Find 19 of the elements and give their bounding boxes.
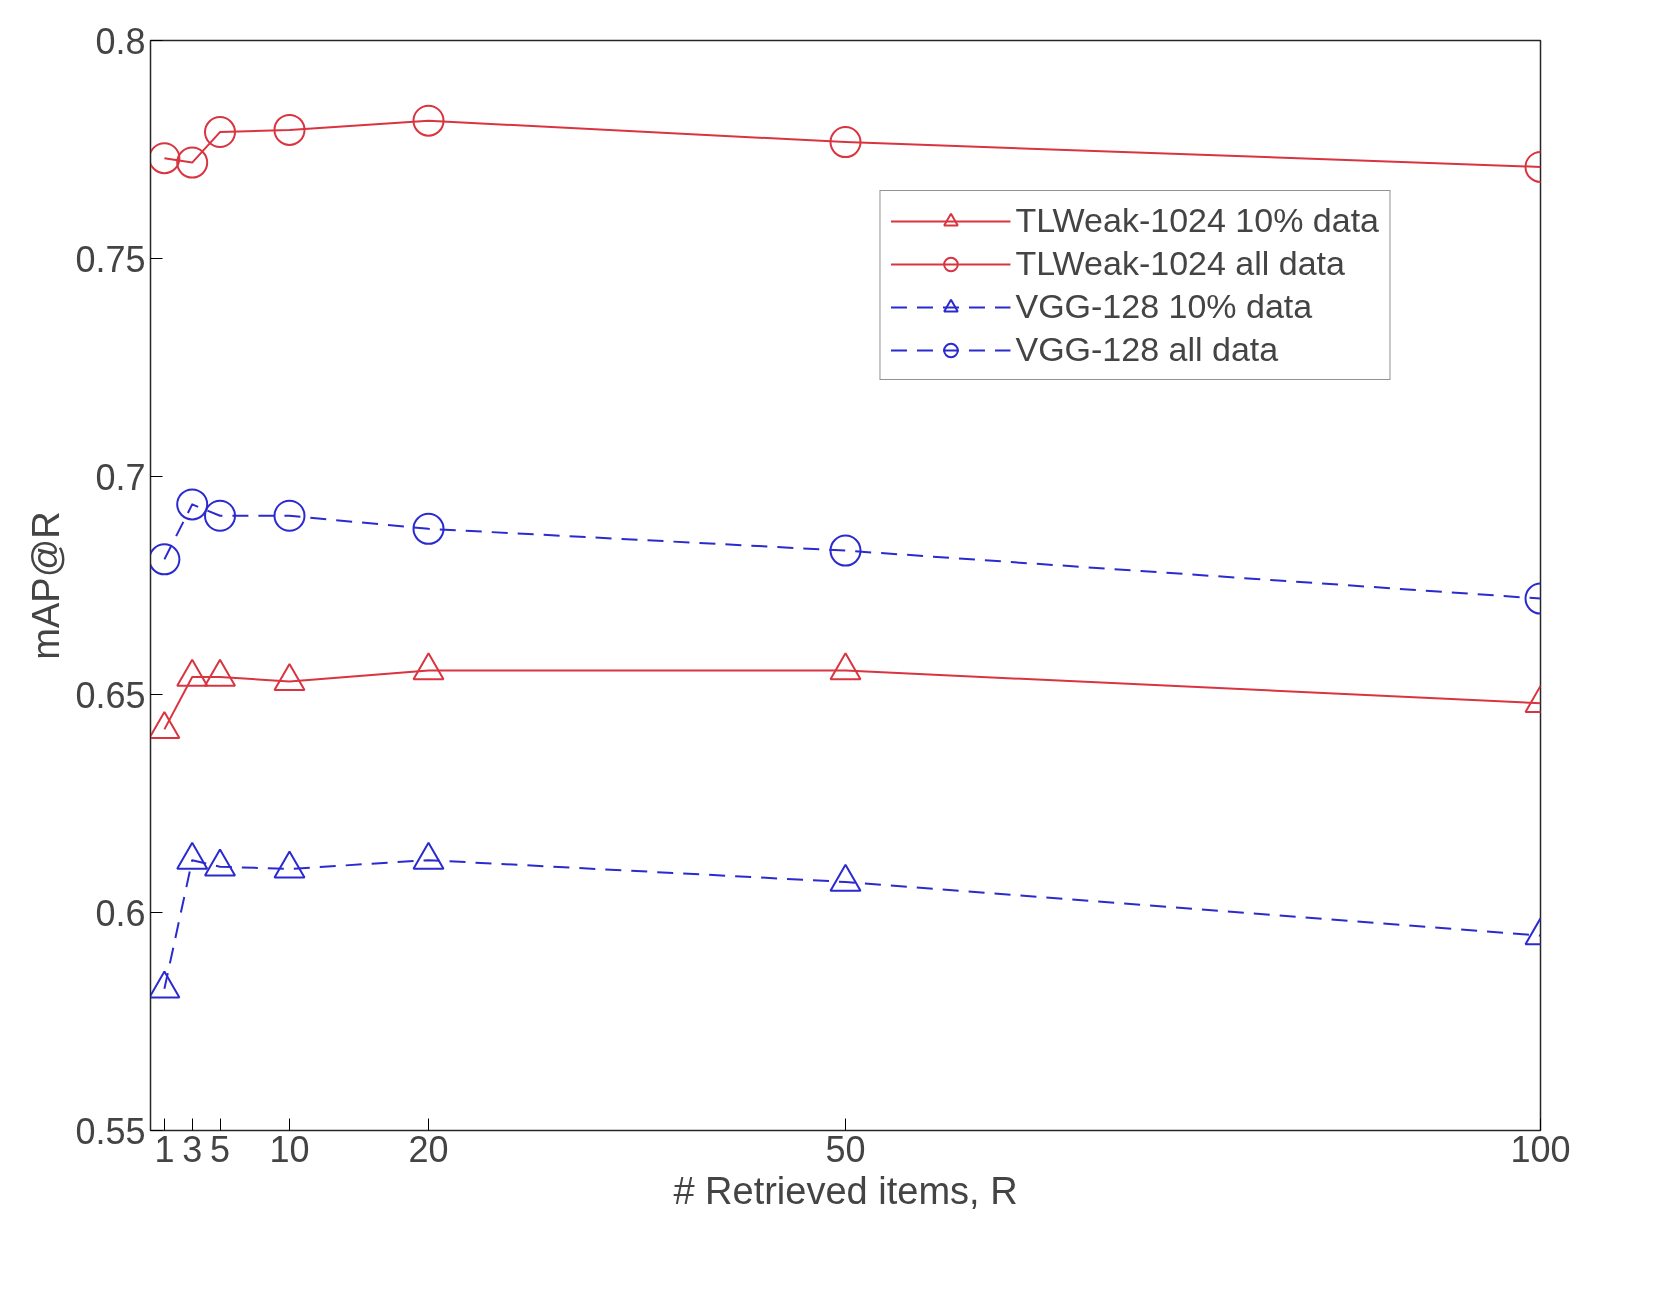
x-axis-title: # Retrieved items, R <box>673 1169 1018 1212</box>
x-tick-label: 10 <box>269 1128 310 1170</box>
y-tick-label: 0.75 <box>75 238 146 280</box>
x-tick-label: 100 <box>1510 1128 1571 1170</box>
y-tick-label: 0.65 <box>75 674 146 716</box>
legend-label: VGG-128 10% data <box>1015 287 1313 326</box>
x-tick-label: 20 <box>408 1128 449 1170</box>
y-axis-title: mAP@R <box>25 511 68 660</box>
legend-label: VGG-128 all data <box>1015 330 1279 369</box>
x-tick-label: 3 <box>182 1128 203 1170</box>
x-tick-label: 5 <box>209 1128 231 1170</box>
y-tick-label: 0.6 <box>95 892 146 934</box>
x-tick-label: 1 <box>154 1128 175 1170</box>
y-tick-label: 0.8 <box>95 20 146 62</box>
x-tick-label: 50 <box>825 1128 866 1170</box>
y-tick-label: 0.55 <box>75 1110 146 1152</box>
legend-label: TLWeak-1024 all data <box>1015 244 1345 283</box>
y-tick-label: 0.7 <box>95 456 146 498</box>
legend-label: TLWeak-1024 10% data <box>1015 201 1379 240</box>
